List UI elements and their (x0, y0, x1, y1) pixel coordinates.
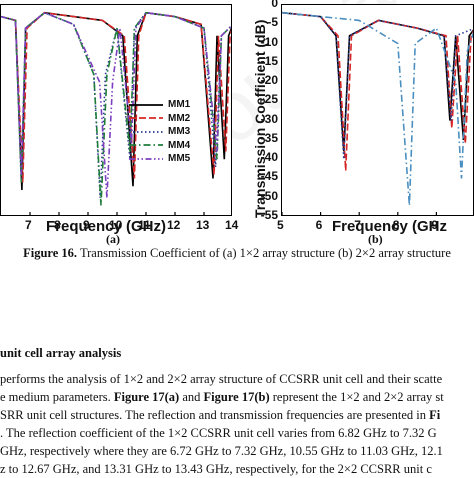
legend-a-label-3: MM3 (168, 126, 191, 138)
legend-a-swatch-5 (129, 157, 163, 160)
plot-b-y-tick-label-5: -20 (260, 73, 278, 88)
legend-a-swatch-1 (129, 103, 163, 106)
plot-b-y-tick-label-8: -35 (260, 130, 278, 145)
body-line-3-text: SRR unit cell structures. The reflection… (0, 408, 430, 422)
plot-b-x-tick-label-3: 7 (354, 218, 361, 232)
body-line-2-rest: represent the 1×2 and 2×2 array st (269, 390, 444, 404)
panel-label-a: (a) (106, 232, 120, 246)
legend-a-label-2: MM2 (168, 112, 191, 124)
plot-a-series-line-5 (1, 11, 231, 198)
plot-b-y-tick-label-6: -25 (260, 92, 278, 107)
plot-b-x-tick-label-2: 6 (315, 218, 323, 232)
figure-caption: Figure 16. Transmission Coefficient of (… (0, 246, 474, 261)
figure-caption-label: Figure 16. (23, 246, 78, 260)
plot-b-x-tick-label-1: 5 (277, 218, 284, 232)
legend-a-entry-3: MM3 (129, 125, 231, 139)
plot-a-x-tick-label-5: 11 (138, 218, 151, 232)
plot-b-y-tick-label-11: -50 (260, 188, 278, 203)
body-line-4: . The reflection coefficient of the 1×2 … (0, 426, 437, 440)
plot-b-canvas (282, 11, 473, 215)
plot-b-x-tick-label-5: 9 (431, 218, 439, 232)
legend-a-label-1: MM1 (168, 99, 191, 111)
plot-b-x-tick-label-4: 8 (392, 218, 400, 232)
plot-b-series-line-3 (282, 11, 473, 160)
figure-ref-17a[interactable]: Figure 17(a) (113, 390, 180, 404)
body-line-5: GHz, respectively where they are 6.72 GH… (0, 444, 443, 458)
plot-b-y-tick-label-7: -30 (260, 111, 278, 126)
plot-a-x-tick-label-4: 10 (109, 218, 123, 232)
plot-b-y-tick-label-3: -10 (260, 34, 278, 49)
figure-caption-text: Transmission Coefficient of (a) 1×2 arra… (77, 246, 451, 260)
plot-b-series-line-1 (282, 11, 473, 152)
body-line-2-text: e medium parameters. (0, 390, 114, 404)
plot-a-canvas (1, 11, 231, 215)
plot-b-y-tick-label-1: 0 (271, 0, 278, 10)
figure-ref-fi[interactable]: Fi (429, 408, 441, 422)
plot-a: MM1 MM2 MM3 MM4 MM5 (0, 4, 232, 216)
section-heading: unit cell array analysis (0, 346, 122, 360)
plot-b-y-tick-label-4: -15 (260, 53, 278, 68)
legend-a-entry-2: MM2 (129, 112, 231, 126)
body-line-6: z to 12.67 GHz, and 13.31 GHz to 13.43 G… (0, 462, 432, 476)
legend-a-entry-4: MM4 (129, 139, 231, 153)
plot-b-y-tick-label-2: -5 (267, 15, 278, 30)
plot-b-y-tick-label-10: -45 (260, 169, 278, 184)
plot-b-xlabel: Frequency (GHz (332, 218, 448, 235)
legend-a-entry-1: MM1 (129, 98, 231, 112)
plot-a-x-tick-label-8: 14 (225, 218, 239, 232)
body-line-1: performs the analysis of 1×2 and 2×2 arr… (0, 372, 443, 386)
plot-a-x-tick-label-3: 9 (83, 218, 90, 232)
legend-a-entry-5: MM5 (129, 152, 231, 166)
legend-a: MM1 MM2 MM3 MM4 MM5 (129, 98, 231, 166)
legend-a-swatch-4 (129, 144, 163, 147)
body-line-3: SRR unit cell structures. The reflection… (0, 406, 474, 424)
plot-b-series-line-2 (282, 11, 473, 171)
body-line-2: e medium parameters. Figure 17(a) and Fi… (0, 388, 474, 406)
plot-a-x-tick-label-6: 12 (167, 218, 181, 232)
legend-a-label-5: MM5 (168, 153, 191, 165)
plot-b-series-line-4 (282, 11, 473, 206)
plot-b-y-tick-label-9: -40 (260, 150, 278, 165)
figure-ref-17b[interactable]: Figure 17(b) (203, 390, 270, 404)
legend-a-swatch-2 (129, 117, 163, 120)
legend-a-label-4: MM4 (168, 139, 191, 151)
panel-label-b: (b) (368, 232, 383, 246)
plot-b (281, 4, 474, 216)
plot-a-x-tick-label-1: 7 (25, 218, 32, 232)
plot-a-series-line-3 (1, 11, 231, 198)
plot-b-y-tick-label-12: -55 (260, 208, 278, 222)
plot-a-x-tick-label-7: 13 (196, 218, 210, 232)
plot-a-xlabel: Frequency (GHz) (46, 218, 167, 235)
body-line-2-and: and (179, 390, 204, 404)
plot-a-series-line-2 (1, 11, 231, 183)
legend-a-swatch-3 (129, 130, 163, 133)
plot-a-x-tick-label-2: 8 (54, 218, 61, 232)
